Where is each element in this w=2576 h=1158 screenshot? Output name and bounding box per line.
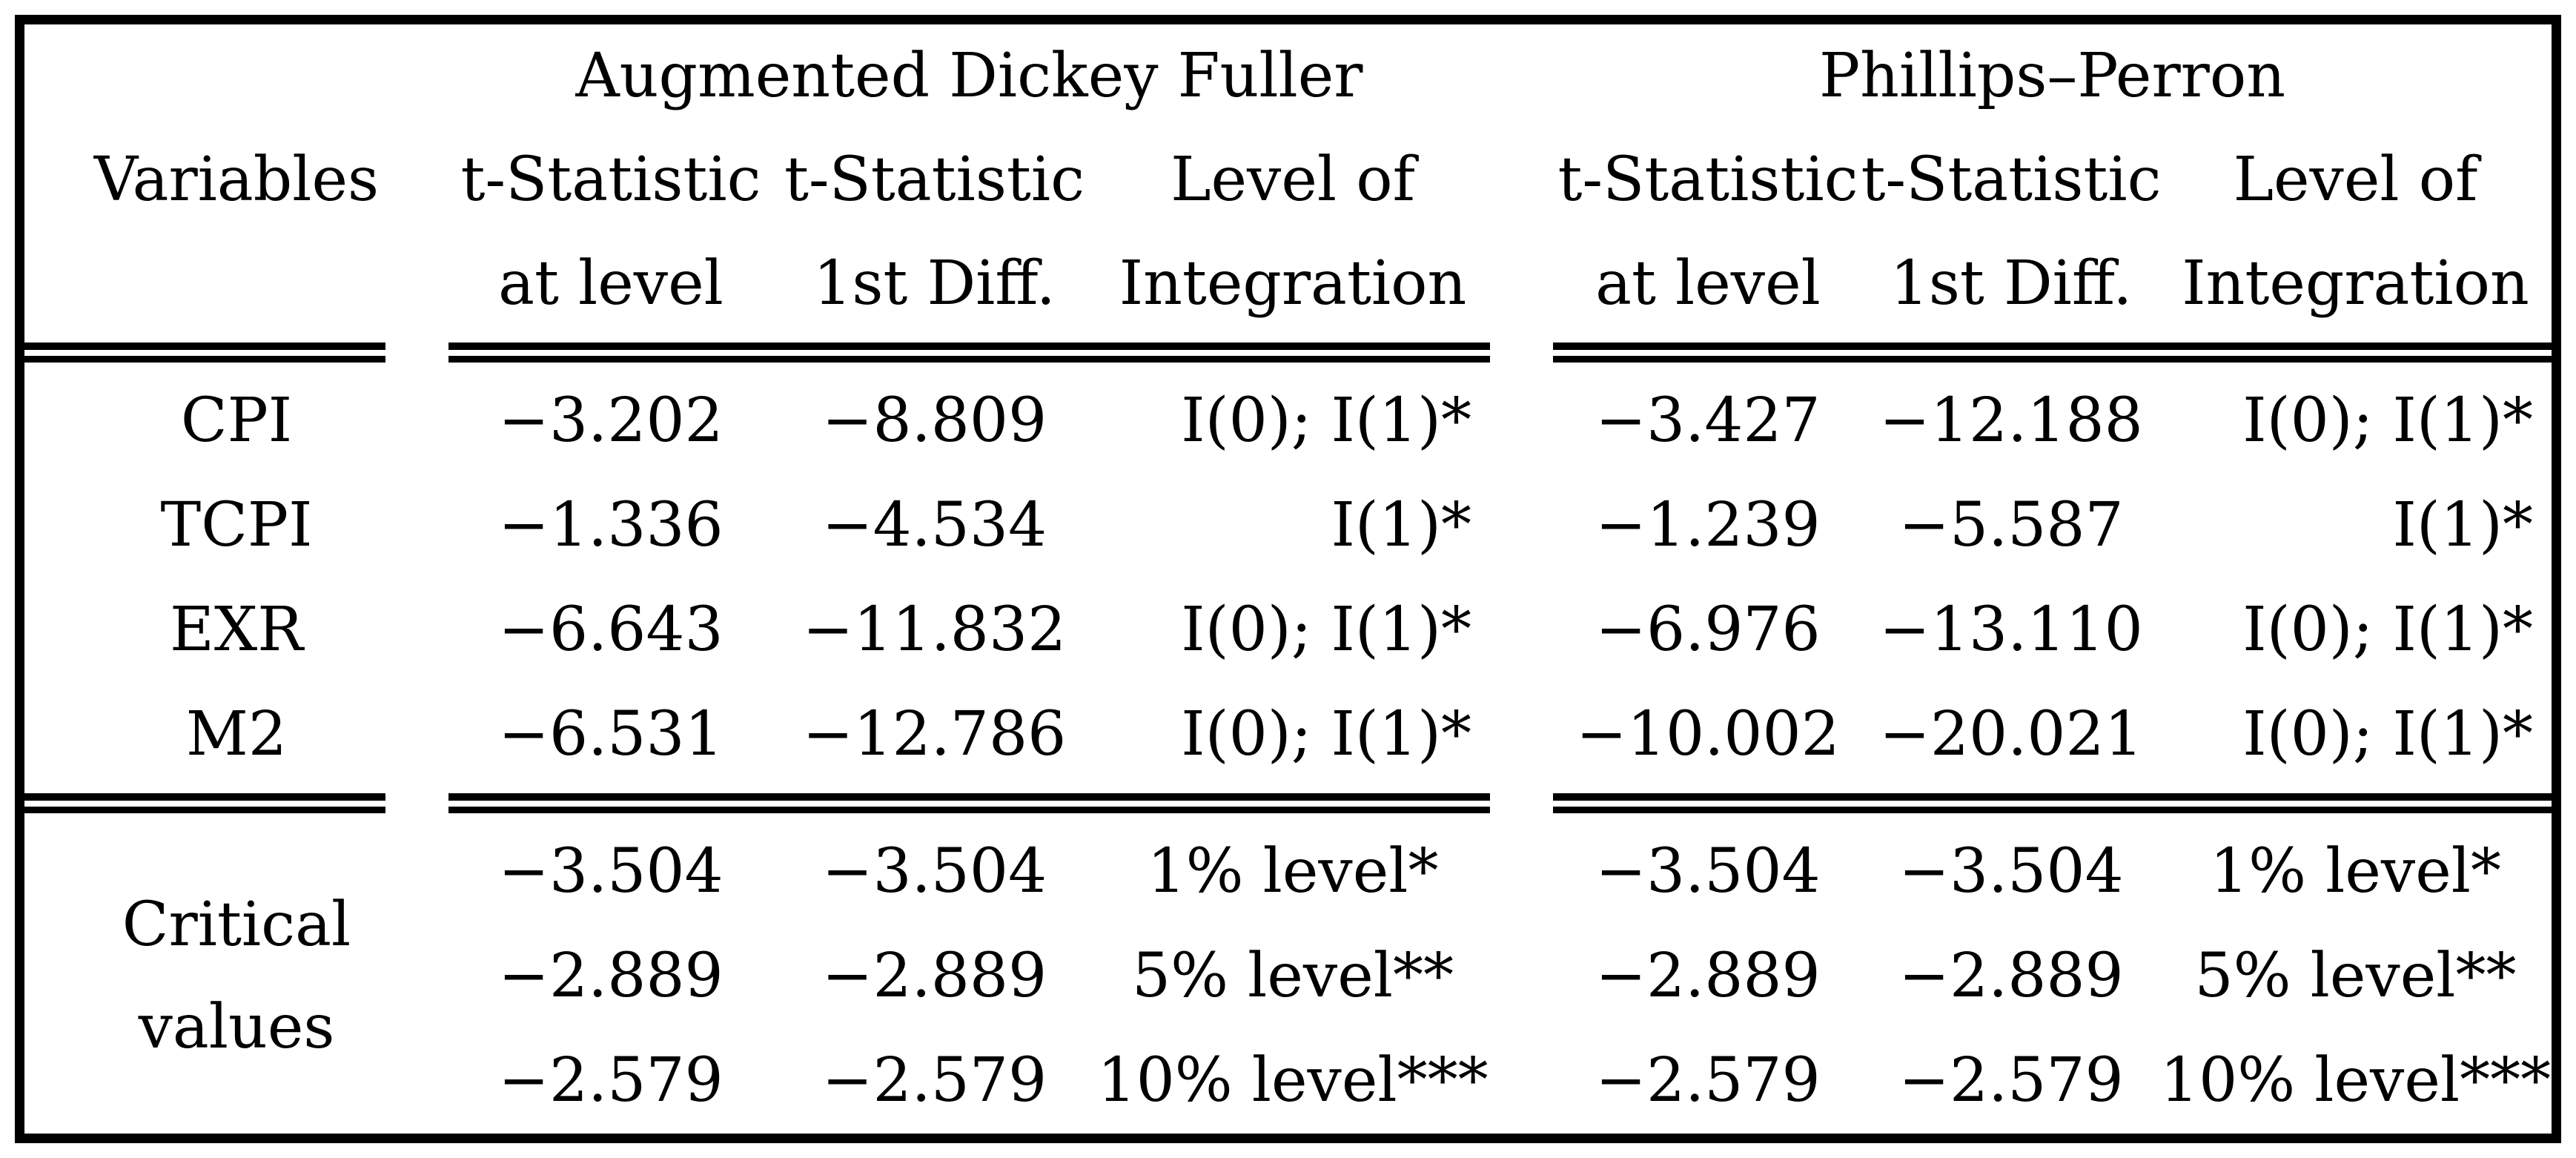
double-rule-segment-variables-top <box>24 342 385 363</box>
unit-root-test-table: Variables Augmented Dickey Fuller Philli… <box>24 24 2552 1134</box>
table-cell: −2.579 <box>1595 1045 1821 1116</box>
table-cell: 1% level* <box>1147 836 1439 907</box>
table-cell: −2.889 <box>1595 940 1821 1011</box>
table-cell: −3.504 <box>1595 836 1821 907</box>
table-cell: −5.587 <box>1898 489 2124 560</box>
table-cell: 10% level*** <box>1097 1045 1489 1116</box>
table-cell: −12.786 <box>802 698 1067 770</box>
adf-group-title: Augmented Dickey Fuller <box>575 41 1363 111</box>
table-cell: −4.534 <box>821 489 1047 560</box>
table-cell: −11.832 <box>802 594 1067 665</box>
table-cell: −3.504 <box>1898 836 2124 907</box>
table-cell: −1.239 <box>1595 489 1821 560</box>
double-rule-segment-variables-bottom <box>24 793 385 813</box>
row-variable: M2 <box>185 698 288 770</box>
table-cell: −1.336 <box>498 489 724 560</box>
table-cell: I(0); I(1)* <box>2242 698 2533 770</box>
pp-level-header-line2: at level <box>1595 248 1821 319</box>
adf-diff-header-line2: 1st Diff. <box>813 248 1056 319</box>
table-cell: −3.504 <box>821 836 1047 907</box>
table-cell: −3.202 <box>498 385 724 456</box>
pp-integration-header-line1: Level of <box>2233 145 2478 215</box>
table-cell: I(1)* <box>1331 489 1471 560</box>
table-cell: I(0); I(1)* <box>1181 698 1471 770</box>
table-cell: I(0); I(1)* <box>1181 385 1471 456</box>
table-cell: −6.643 <box>498 594 724 665</box>
variables-column-header: Variables <box>93 145 380 215</box>
adf-level-header-line2: at level <box>498 248 724 319</box>
adf-level-header-line1: t-Statistic <box>460 145 761 215</box>
row-variable: TCPI <box>160 489 313 560</box>
adf-diff-header-line1: t-Statistic <box>784 145 1085 215</box>
table-cell: I(1)* <box>2392 489 2533 560</box>
row-variable: CPI <box>180 385 293 456</box>
double-rule-segment-adf-bottom <box>448 793 1490 813</box>
table-outer-border: Variables Augmented Dickey Fuller Philli… <box>15 15 2561 1143</box>
critical-values-label-line2: values <box>138 991 335 1062</box>
table-cell: −6.976 <box>1595 594 1821 665</box>
row-variable: EXR <box>170 594 303 665</box>
pp-group-title: Phillips–Perron <box>1818 41 2286 111</box>
table-cell: 5% level** <box>2194 940 2517 1011</box>
table-cell: −20.021 <box>1879 698 2143 770</box>
table-cell: −3.504 <box>498 836 724 907</box>
critical-values-label-line1: Critical <box>122 889 351 960</box>
pp-diff-header-line1: t-Statistic <box>1861 145 2162 215</box>
table-cell: 5% level** <box>1132 940 1454 1011</box>
table-cell: 10% level*** <box>2159 1045 2552 1116</box>
pp-level-header-line1: t-Statistic <box>1557 145 1858 215</box>
table-cell: 1% level* <box>2210 836 2501 907</box>
table-cell: −6.531 <box>498 698 724 770</box>
table-cell: −8.809 <box>821 385 1047 456</box>
adf-integration-header-line1: Level of <box>1171 145 1415 215</box>
pp-integration-header-line2: Integration <box>2182 248 2529 319</box>
table-cell: I(0); I(1)* <box>1181 594 1471 665</box>
double-rule-segment-pp-bottom <box>1553 793 2552 813</box>
table-cell: I(0); I(1)* <box>2242 385 2533 456</box>
table-cell: −2.579 <box>1898 1045 2124 1116</box>
table-cell: −3.427 <box>1595 385 1821 456</box>
pp-diff-header-line2: 1st Diff. <box>1890 248 2133 319</box>
table-cell: I(0); I(1)* <box>2242 594 2533 665</box>
table-cell: −2.579 <box>821 1045 1047 1116</box>
table-cell: −2.579 <box>498 1045 724 1116</box>
table-cell: −2.889 <box>1898 940 2124 1011</box>
critical-values-label: Critical values <box>24 819 448 1133</box>
double-rule-segment-pp-top <box>1553 342 2552 363</box>
double-rule-segment-adf-top <box>448 342 1490 363</box>
table-cell: −12.188 <box>1879 385 2143 456</box>
adf-integration-header-line2: Integration <box>1119 248 1467 319</box>
table-cell: −10.002 <box>1576 698 1840 770</box>
table-cell: −13.110 <box>1879 594 2143 665</box>
table-cell: −2.889 <box>821 940 1047 1011</box>
table-cell: −2.889 <box>498 940 724 1011</box>
